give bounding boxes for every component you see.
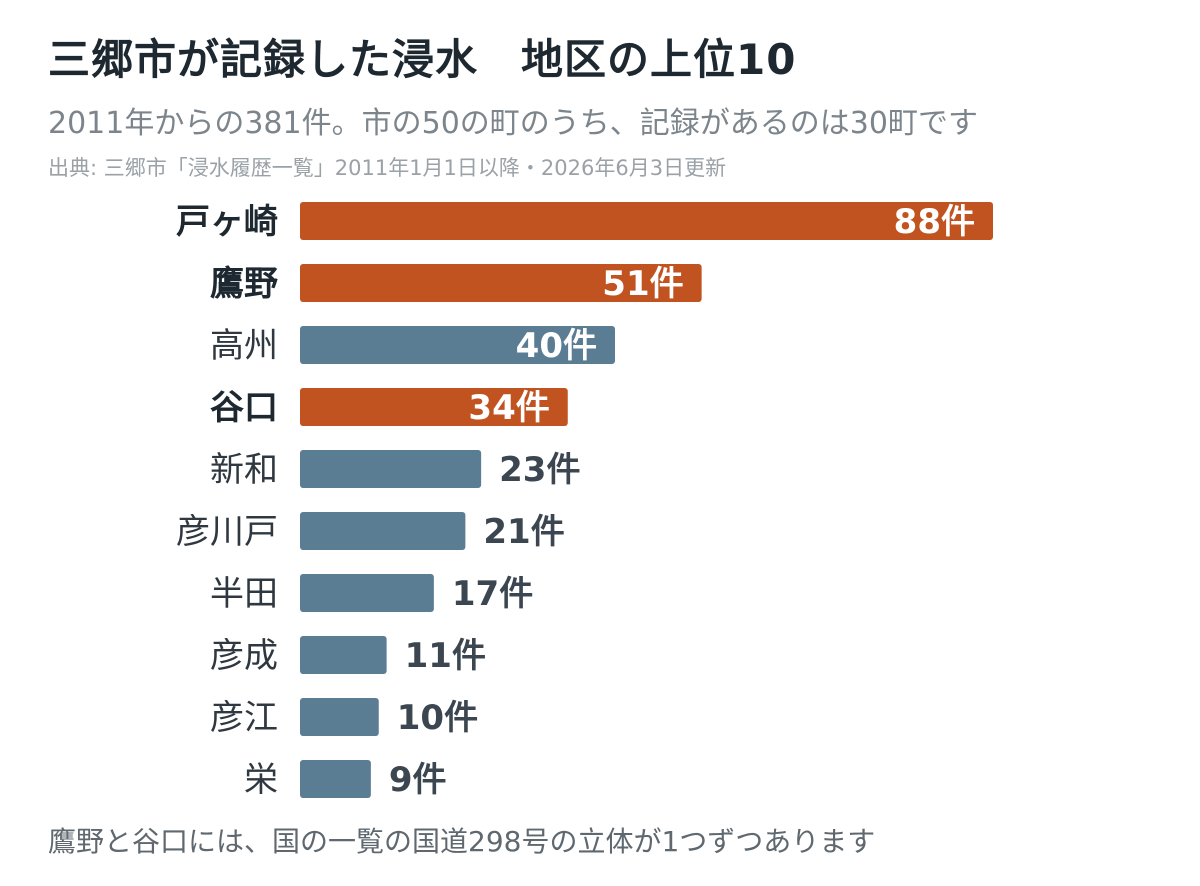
source-note: 出典: 三郷市「浸水履歴一覧」2011年1月1日以降・2026年6月3日更新: [48, 156, 727, 180]
value-label: 11件: [405, 636, 486, 676]
value-label: 40件: [516, 326, 597, 366]
category-label: 彦成: [210, 636, 278, 676]
bar: [300, 698, 379, 736]
value-label: 9件: [389, 760, 447, 800]
value-label: 88件: [894, 202, 975, 242]
bar: [300, 326, 615, 364]
value-label: 51件: [602, 264, 683, 304]
value-label: 23件: [499, 450, 580, 490]
bar: [300, 264, 702, 302]
value-label: 10件: [397, 698, 478, 738]
category-label: 戸ヶ崎: [176, 202, 278, 242]
category-label: 鷹野: [210, 264, 278, 304]
category-label: 新和: [210, 450, 278, 490]
bar: [300, 388, 568, 426]
chart-title: 三郷市が記録した浸水 地区の上位10: [48, 35, 797, 84]
category-label: 谷口: [210, 388, 278, 428]
bar: [300, 202, 993, 240]
chart-subtitle: 2011年からの381件。市の50の町のうち、記録があるのは30町です: [48, 106, 978, 141]
bar: [300, 512, 466, 550]
footnote: 鷹野と谷口には、国の一覧の国道298号の立体が1つずつあります: [48, 825, 876, 858]
bar: [300, 760, 371, 798]
value-label: 34件: [468, 388, 549, 428]
value-label: 21件: [483, 512, 564, 552]
category-label: 高州: [210, 326, 278, 366]
category-label: 彦川戸: [176, 512, 278, 552]
value-label: 17件: [452, 574, 533, 614]
category-label: 彦江: [210, 698, 278, 738]
bar: [300, 450, 482, 488]
bar: [300, 574, 434, 612]
category-label: 栄: [244, 760, 278, 800]
category-label: 半田: [210, 574, 278, 614]
bar: [300, 636, 387, 674]
